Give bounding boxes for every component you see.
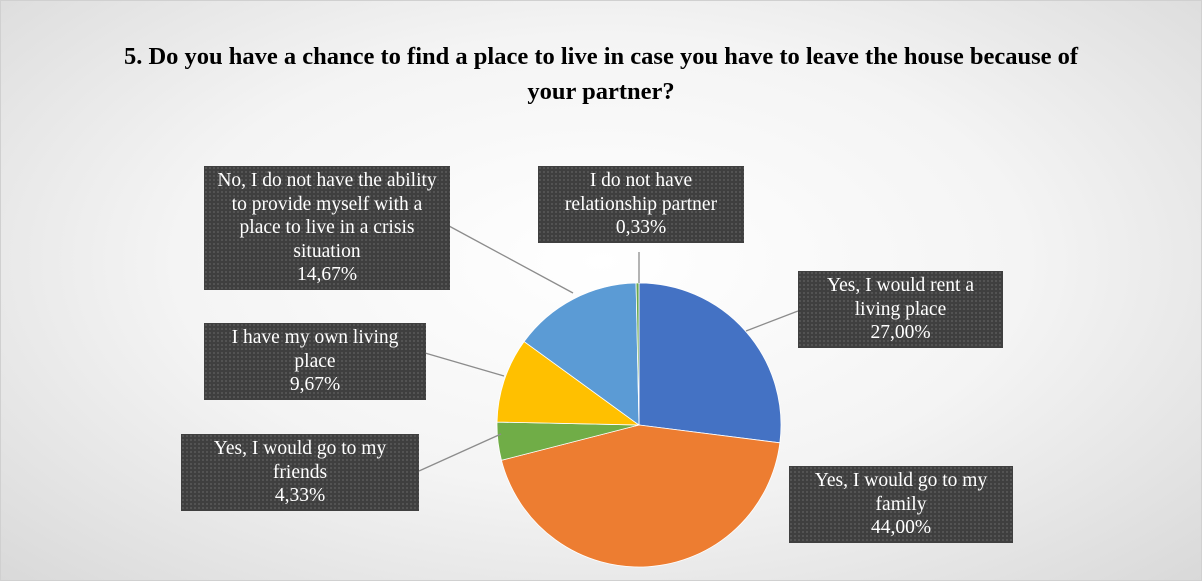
label-category: No, I do not have the ability to provide…	[217, 170, 437, 262]
leader-line	[745, 310, 799, 332]
label-value: 14,67%	[296, 264, 358, 285]
label-category: Yes, I would rent a living place	[827, 275, 974, 320]
label-category: Yes, I would go to my friends	[213, 438, 387, 483]
data-label: Yes, I would go to my family 44,00%	[789, 466, 1013, 543]
label-category: Yes, I would go to my family	[814, 470, 988, 515]
label-category: I do not have relationship partner	[564, 170, 718, 215]
data-label: I have my own living place 9,67%	[204, 323, 426, 400]
chart-title: 5. Do you have a chance to find a place …	[123, 43, 1079, 105]
pie-slice	[638, 282, 782, 444]
label-value: 27,00%	[870, 322, 931, 343]
label-value: 44,00%	[870, 517, 932, 538]
data-label: Yes, I would rent a living place 27,00%	[798, 271, 1003, 348]
data-label: I do not have relationship partner 0,33%	[538, 166, 744, 243]
pie-slice	[496, 340, 641, 426]
label-value: 0,33%	[615, 217, 667, 238]
pie-slice	[523, 282, 640, 426]
pie-slice	[500, 424, 781, 568]
label-category: I have my own living place	[231, 327, 399, 372]
label-value: 9,67%	[289, 374, 341, 395]
leader-line	[418, 433, 502, 472]
label-value: 4,33%	[274, 485, 326, 506]
leader-line	[448, 225, 574, 294]
leader-line	[424, 352, 505, 377]
data-label: Yes, I would go to my friends 4,33%	[181, 434, 419, 511]
data-label: No, I do not have the ability to provide…	[204, 166, 450, 290]
